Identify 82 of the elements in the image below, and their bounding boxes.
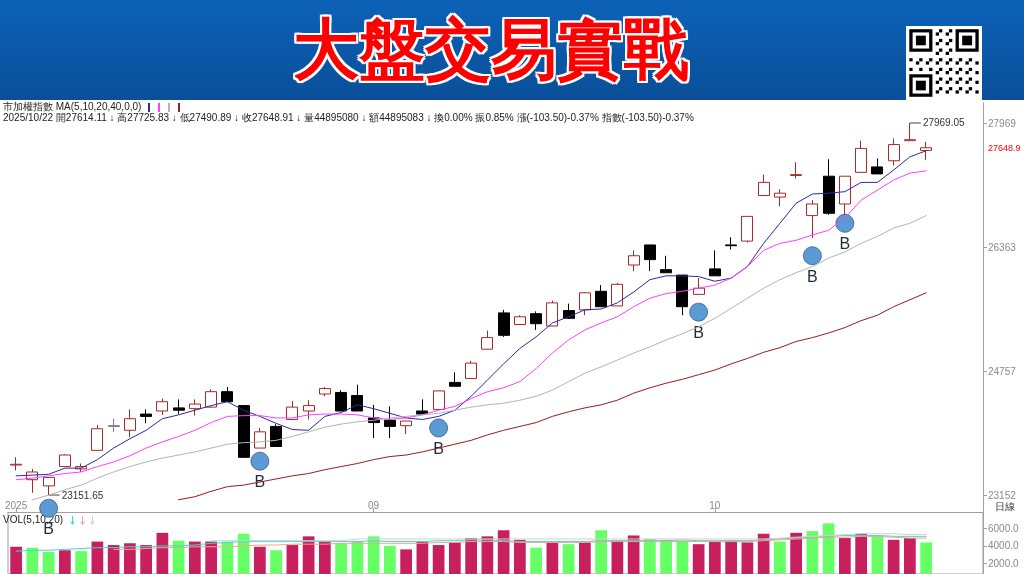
y-tick-label: 27969 (988, 117, 1017, 129)
candlestick (595, 284, 607, 308)
candlestick (823, 158, 835, 216)
line-series (113, 535, 927, 550)
x-tick-label: 09 (368, 499, 380, 511)
candlestick (205, 388, 217, 409)
candlestick (790, 161, 802, 180)
candlestick (91, 424, 103, 451)
candlestick (303, 399, 315, 420)
candlestick (741, 215, 753, 244)
candlestick (59, 453, 71, 468)
text: 27648.9 (988, 142, 1021, 153)
y-tick-label: 2000.0 (988, 557, 1020, 569)
y-tick-label: 23152 (988, 489, 1017, 501)
point (429, 418, 449, 438)
line-series (178, 292, 927, 501)
candlestick (335, 389, 347, 412)
x-axis-title: 日線 (995, 500, 1015, 512)
candlestick (758, 174, 770, 197)
candlestick (156, 398, 168, 416)
candlestick (254, 427, 266, 449)
candlestick (124, 408, 136, 438)
chart-subtitle: 市加權指數 MA(5,10,20,40,0,0) (3, 101, 142, 112)
candlestick (221, 386, 233, 403)
point (802, 246, 822, 266)
candlestick (693, 277, 705, 295)
candlestick (839, 175, 851, 216)
candlestick (530, 310, 542, 331)
candlestick (351, 384, 363, 412)
candlestick (855, 140, 867, 173)
y-tick-label: 6000.0 (988, 523, 1020, 535)
candlestick (481, 330, 493, 350)
candlestick (920, 141, 932, 161)
y-tick-label: 4000.0 (988, 540, 1020, 552)
candlestick (10, 456, 22, 471)
candlestick (416, 398, 428, 415)
candlestick (270, 423, 282, 448)
candlestick (546, 300, 558, 327)
text: B (807, 267, 818, 285)
candlestick (514, 314, 526, 325)
candlestick (433, 390, 445, 410)
y-tick-label: 26363 (988, 241, 1017, 253)
point (835, 213, 855, 233)
candlestick (904, 122, 916, 142)
candlestick (660, 255, 672, 274)
point (250, 451, 270, 471)
candlestick (384, 405, 396, 439)
annotation: 27969.05 (922, 117, 966, 129)
line-series (15, 534, 927, 552)
y-tick-label: 24757 (988, 365, 1017, 377)
annotation: 2025/10/22 開27614.11 ↓ 高27725.83 ↓ 低27490.89 ↓ 收27648.91 ↓ 量44895080 ↓ 額44895083 ↓ 換0.00% 振0.85% 漲(-103.50)-0.37% 指數(-103.50)-0.37% (3, 112, 694, 123)
annotation: 23151.65 (61, 489, 104, 501)
x-tick-label: 10 (709, 499, 721, 511)
candlestick (774, 188, 786, 207)
candlestick (611, 282, 623, 307)
candlestick (644, 244, 656, 272)
candlestick (108, 418, 120, 433)
candlestick (189, 398, 201, 417)
candlestick (465, 360, 477, 380)
candlestick (498, 309, 510, 338)
candlestick (140, 408, 152, 424)
candlestick (628, 249, 640, 272)
candlestick (725, 236, 737, 251)
line-series (210, 533, 927, 542)
text: B (693, 324, 704, 342)
candlestick (43, 476, 55, 496)
candlestick (238, 405, 250, 458)
candlestick (806, 199, 818, 239)
x-tick-label: 2025 (5, 499, 28, 511)
candlestick (579, 291, 591, 316)
candlestick (676, 274, 688, 316)
text: B (839, 235, 851, 253)
candlestick (871, 157, 883, 175)
chart-title: 大盤交易實戰 (292, 11, 690, 88)
candlestick (888, 137, 900, 166)
candlestick (449, 371, 461, 387)
point (689, 302, 709, 322)
line-series (31, 215, 927, 501)
candlestick (709, 249, 721, 277)
candlestick (400, 420, 412, 435)
candlestick (319, 386, 331, 397)
candlestick (173, 398, 185, 415)
